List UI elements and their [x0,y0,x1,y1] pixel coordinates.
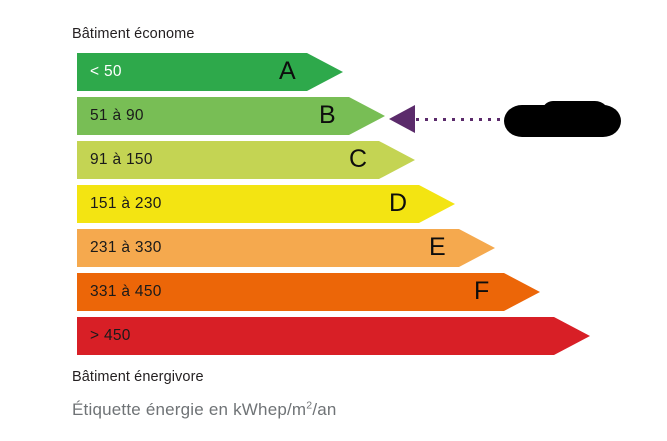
energy-class-bar-shape [77,317,590,355]
energy-class-bar-shape [77,185,455,223]
energy-class-letter: F [474,277,490,305]
left-triangle-arrow-icon [389,105,415,138]
energy-class-letter: E [429,233,446,261]
energy-class-range-text: 331 à 450 [90,283,162,300]
energy-class-range-text: 91 à 150 [90,151,153,168]
energy-class-range-text: < 50 [90,63,122,80]
selected-class-pointer-group [389,97,659,141]
energy-class-bar-shape [77,53,343,91]
unit-exponent-text: 2 [306,399,313,412]
energy-class-bar-shape [77,229,495,267]
energy-class-bar-shape [77,141,415,179]
redaction-blob-body [504,105,621,137]
energy-class-letter: B [319,101,336,129]
energy-class-bar-shape [77,97,385,135]
unit-suffix-text: /an [312,400,337,419]
unit-prefix-text: Étiquette énergie en kWhep/m [72,400,307,419]
redacted-value-blob [504,101,621,137]
caption-efficient-building: Bâtiment économe [72,26,195,42]
caption-energy-intensive-building: Bâtiment énergivore [72,369,204,385]
energy-class-range-text: > 450 [90,327,131,344]
pointer-dotted-leader-line [416,118,534,121]
energy-class-bar-shape [77,273,540,311]
energy-class-range-text: 51 à 90 [90,107,144,124]
energy-class-letter: A [279,57,296,85]
energy-class-range-text: 231 à 330 [90,239,162,256]
energy-class-range-text: 151 à 230 [90,195,162,212]
energy-class-letter: C [349,145,368,173]
energy-class-letter: D [389,189,408,217]
energy-label-unit-caption: Étiquette énergie en kWhep/m2/an [72,400,337,420]
